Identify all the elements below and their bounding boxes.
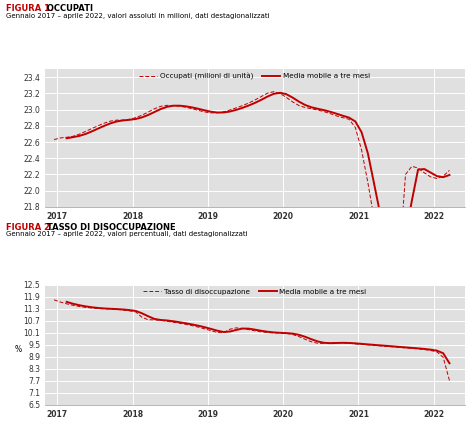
Text: TASSO DI DISOCCUPAZIONE: TASSO DI DISOCCUPAZIONE bbox=[44, 222, 175, 231]
Y-axis label: %: % bbox=[14, 345, 21, 354]
Text: OCCUPATI: OCCUPATI bbox=[44, 4, 92, 13]
Text: FIGURA 2.: FIGURA 2. bbox=[6, 222, 53, 231]
Text: FIGURA 1.: FIGURA 1. bbox=[6, 4, 53, 13]
Text: Gennaio 2017 – aprile 2022, valori percentuali, dati destagionalizzati: Gennaio 2017 – aprile 2022, valori perce… bbox=[6, 231, 247, 237]
Legend: Occupati (milioni di unità), Media mobile a tre mesi: Occupati (milioni di unità), Media mobil… bbox=[137, 70, 373, 83]
Legend: Tasso di disoccupazione, Media mobile a tre mesi: Tasso di disoccupazione, Media mobile a … bbox=[140, 286, 370, 298]
Text: Gennaio 2017 – aprile 2022, valori assoluti in milioni, dati destagionalizzati: Gennaio 2017 – aprile 2022, valori assol… bbox=[6, 13, 269, 19]
